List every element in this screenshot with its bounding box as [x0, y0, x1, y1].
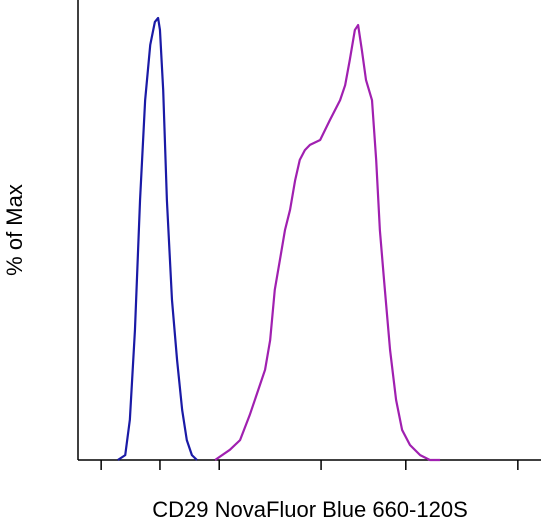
- histogram-line: [117, 16, 198, 461]
- y-axis-label: % of Max: [2, 184, 27, 276]
- histogram-line: [214, 23, 441, 462]
- x-axis-label: CD29 NovaFluor Blue 660-120S: [152, 497, 468, 522]
